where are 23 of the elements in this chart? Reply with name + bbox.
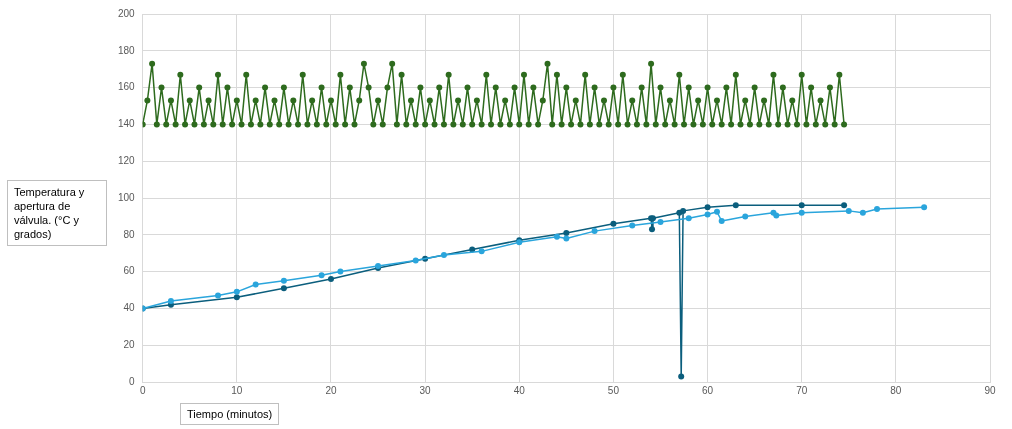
- y-tick-label: 100: [118, 191, 136, 203]
- x-tick-label: 10: [231, 384, 243, 396]
- y-tick-label: 80: [123, 228, 136, 240]
- y-tick-label: 20: [123, 338, 136, 350]
- x-axis-title: Tiempo (minutos): [180, 403, 280, 425]
- x-tick-label: 90: [984, 384, 996, 396]
- y-tick-label: 160: [118, 81, 136, 93]
- x-tick-label: 20: [325, 384, 337, 396]
- y-tick-label: 40: [123, 302, 136, 314]
- x-tick-label: 0: [139, 384, 146, 396]
- y-tick-label: 140: [118, 118, 136, 130]
- y-tick-label: 60: [123, 265, 136, 277]
- x-tick-label: 60: [702, 384, 714, 396]
- x-tick-label: 30: [419, 384, 432, 396]
- x-tick-label: 70: [796, 384, 808, 396]
- y-tick-label: 120: [118, 154, 136, 166]
- y-tick-label: 200: [118, 7, 136, 19]
- x-tick-label: 50: [607, 384, 620, 396]
- x-tick-label: 80: [890, 384, 902, 396]
- y-tick-label: 0: [129, 375, 136, 387]
- y-axis-title: Temperatura y apertura de válvula. (°C y grados): [7, 180, 107, 246]
- y-tick-label: 180: [118, 44, 136, 56]
- x-tick-label: 40: [513, 384, 526, 396]
